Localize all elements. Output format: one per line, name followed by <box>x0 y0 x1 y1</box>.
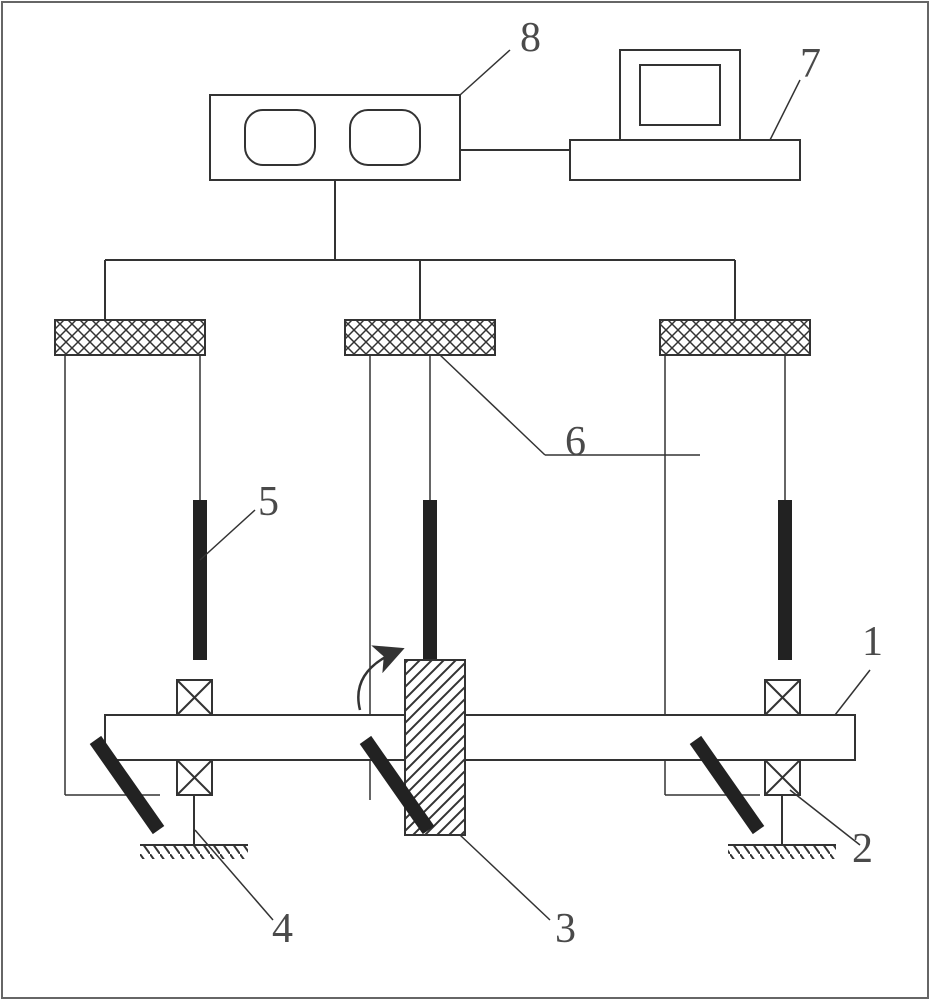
label-1: 1 <box>862 618 883 666</box>
rotation-arrow <box>358 650 400 710</box>
label-8: 8 <box>520 14 541 62</box>
bearing-boxes-top <box>177 680 800 715</box>
black-bars <box>193 500 792 660</box>
crosshatch-boxes <box>55 320 810 355</box>
computer-7 <box>570 50 800 180</box>
diagram-svg <box>0 0 930 1000</box>
label-6: 6 <box>565 418 586 466</box>
supports <box>194 795 782 845</box>
label-7: 7 <box>800 40 821 88</box>
schematic-diagram: 1 2 3 4 5 6 7 8 <box>0 0 930 1000</box>
label-3: 3 <box>555 905 576 953</box>
device-8 <box>210 95 460 180</box>
label-4: 4 <box>272 905 293 953</box>
ground-marks <box>140 845 836 859</box>
label-5: 5 <box>258 478 279 526</box>
shaft-1 <box>105 715 855 760</box>
label-2: 2 <box>852 825 873 873</box>
